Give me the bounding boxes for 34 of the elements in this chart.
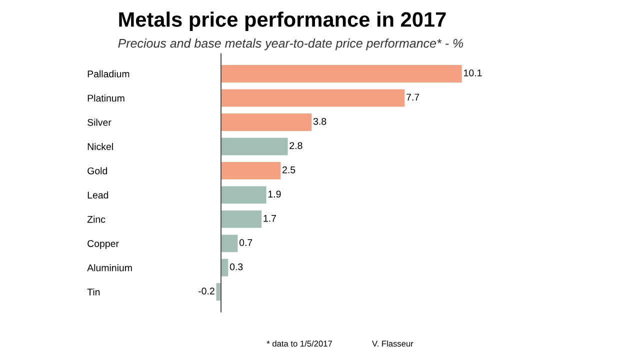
- text: V. Flasseur: [372, 340, 414, 347]
- bar: [221, 258, 228, 276]
- y-tick-label: Platinum: [88, 94, 124, 102]
- chart-title: Metals price performance in 2017: [119, 12, 446, 32]
- data-label: 1.7: [264, 215, 276, 222]
- data-label: 0.3: [230, 263, 243, 270]
- data-label: 1.9: [268, 190, 281, 198]
- chart-subtitle: Precious and base metals year-to-date price performance* - %: [118, 38, 464, 50]
- text: * data to 1/5/2017: [266, 340, 332, 347]
- bar: [221, 186, 266, 204]
- y-tick-label: Copper: [88, 240, 119, 249]
- data-label: 0.7: [239, 239, 252, 246]
- bar: [221, 210, 262, 228]
- y-tick-label: Aluminium: [87, 264, 132, 272]
- y-tick-label: Tin: [87, 288, 100, 296]
- bar: [221, 162, 281, 180]
- y-tick-label: Zinc: [87, 216, 106, 223]
- data-label: 7.7: [406, 94, 420, 101]
- y-tick-label: Lead: [88, 191, 108, 199]
- bar: [216, 283, 222, 301]
- data-label: 10.1: [464, 69, 482, 76]
- data-label: 2.8: [290, 142, 302, 150]
- data-label: 3.8: [313, 118, 326, 125]
- data-label: 2.5: [282, 166, 296, 174]
- bar: [221, 138, 288, 156]
- y-tick-label: Gold: [88, 167, 108, 174]
- bar: [221, 114, 312, 131]
- bar: [221, 65, 462, 82]
- data-label: -0.2: [198, 288, 214, 295]
- y-tick-label: Silver: [88, 118, 112, 126]
- y-tick-label: Nickel: [88, 142, 113, 150]
- bar: [221, 89, 405, 107]
- y-tick-label: Palladium: [88, 70, 130, 78]
- bar: [221, 234, 238, 252]
